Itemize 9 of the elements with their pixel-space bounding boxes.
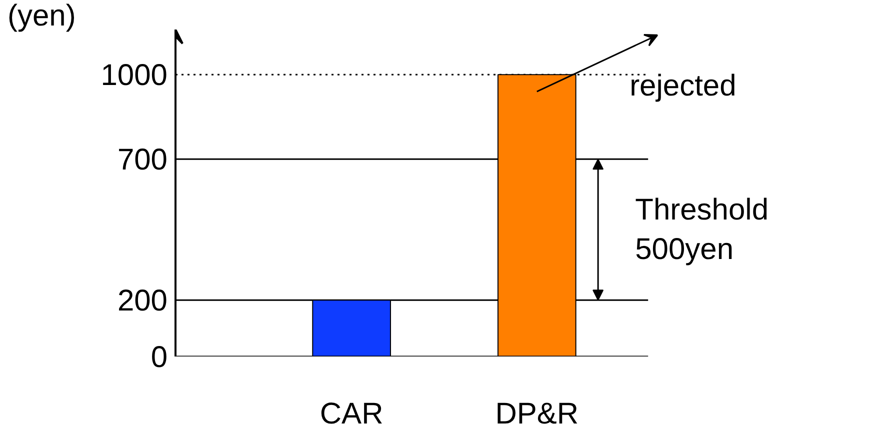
y-tick-label: 700 — [117, 144, 168, 177]
x-tick-label: DP&R — [495, 398, 579, 430]
y-tick-label: 200 — [117, 284, 168, 318]
annotation: rejected — [630, 69, 736, 102]
y-tick-label: 0 — [150, 341, 168, 374]
y-tick-label: 1000 — [100, 59, 168, 92]
y-axis-title: (yen) — [8, 0, 76, 32]
x-tick-label: CAR — [320, 398, 384, 430]
annotation: Threshold 500yen — [635, 193, 769, 266]
